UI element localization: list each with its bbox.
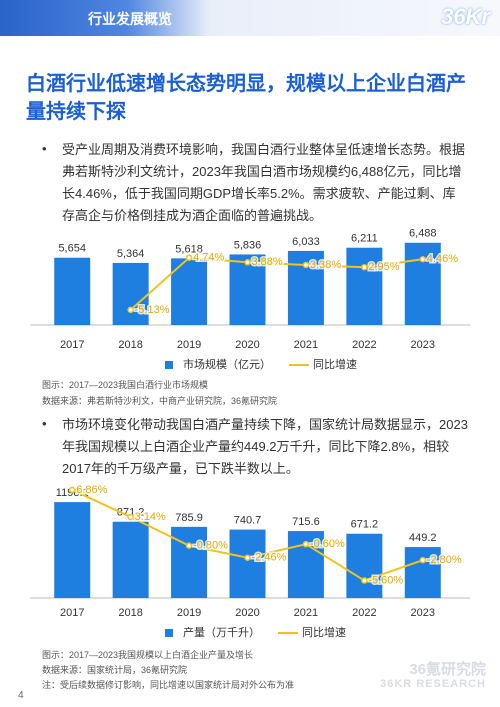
bar-label: 671.2: [351, 519, 379, 531]
line-point: [361, 577, 368, 584]
watermark-english: 36KR RESEARCH: [380, 678, 486, 690]
x-tick-label: 2023: [411, 607, 435, 619]
line-label: -0.80%: [193, 540, 228, 552]
legend-label: 市场规模（亿元）: [183, 357, 271, 371]
watermark-name: 36氪研究院: [409, 661, 486, 678]
line-label: 3.88%: [252, 256, 283, 268]
chart: 20172018201920202021202220231198.1871.27…: [30, 482, 470, 639]
paragraph: 受产业周期及消费环境影响，我国白酒行业整体呈低速增长态势。根据弗若斯特沙利文统计…: [62, 142, 466, 223]
bar-label: 5,836: [234, 239, 262, 251]
x-tick-label: 2021: [294, 339, 318, 351]
bar: [404, 547, 441, 598]
x-tick-label: 2023: [411, 339, 435, 351]
section-title: 行业发展概览: [88, 11, 172, 27]
line-point: [244, 554, 251, 561]
line-point: [302, 261, 310, 269]
bar: [229, 254, 266, 325]
line-point: [419, 556, 427, 564]
chart-source: 数据来源：弗若斯特沙利文，中商产业研究院，36氪研究院: [42, 396, 278, 406]
line-point: [419, 255, 427, 263]
line-label: -2.80%: [427, 554, 462, 566]
bar: [171, 526, 208, 598]
line-point: [361, 263, 368, 271]
bar-label: 6,033: [292, 236, 320, 248]
line-point: [185, 254, 193, 262]
page-number: 4: [18, 690, 24, 701]
line-label: 3.14%: [135, 511, 166, 523]
bar-label: 6,211: [351, 233, 378, 245]
line-point: [185, 542, 193, 549]
line-label: 2.95%: [368, 261, 399, 273]
x-tick-label: 2022: [352, 607, 376, 619]
line-label: 4.74%: [193, 252, 224, 264]
line-label: 6.86%: [76, 484, 107, 496]
bullet: •: [42, 416, 47, 431]
page-title: 白酒行业低速增长态势明显，规模以上企业白酒产量持续下探: [26, 73, 466, 123]
legend-label: 同比增速: [302, 625, 346, 639]
line-label: 3.38%: [310, 259, 341, 271]
bar-label: 715.6: [292, 516, 320, 528]
legend-swatch: [165, 361, 173, 369]
bar: [346, 247, 383, 325]
x-tick-label: 2017: [60, 339, 84, 351]
bar-label: 871.2: [117, 507, 145, 519]
bar: [54, 257, 91, 325]
bar-label: 5,618: [175, 243, 203, 255]
x-tick-label: 2021: [294, 607, 318, 619]
header-accent: [0, 0, 210, 36]
x-tick-label: 2019: [177, 339, 201, 351]
watermark: 36氪研究院 36KR RESEARCH: [380, 662, 486, 692]
chart-note: 注：受后续数据修订影响，同比增速以国家统计局对外公布为准: [42, 680, 295, 690]
bar: [229, 529, 266, 598]
line-label: -0.60%: [310, 538, 345, 550]
bar-label: 5,654: [58, 243, 86, 255]
chart-source: 数据来源：国家统计局，36氪研究院: [42, 665, 188, 675]
x-tick-label: 2018: [118, 339, 142, 351]
bar: [112, 521, 149, 598]
bar-label: 740.7: [234, 514, 262, 526]
chart: 2017 2018 2019 2020 2021 2022 2023 5,654 5,364 5,…: [30, 228, 470, 371]
legend-swatch: [165, 629, 173, 637]
x-tick-label: 2018: [118, 607, 142, 619]
line-label: 4.46%: [427, 253, 458, 265]
line-label: -5.60%: [368, 574, 403, 586]
x-tick-label: 2020: [235, 607, 259, 619]
line-point: [68, 486, 76, 494]
bar-label: 5,364: [117, 248, 145, 260]
chart-caption: 图示：2017—2023我国规模以上白酒企业产量及增长: [42, 650, 254, 660]
legend-label: 同比增速: [313, 357, 357, 371]
x-tick-label: 2022: [352, 339, 376, 351]
x-tick-label: 2020: [235, 339, 259, 351]
bullet: •: [42, 141, 47, 156]
line: [129, 256, 423, 311]
paragraph: 市场环境变化带动我国白酒产量持续下降，国家统计局数据显示，2023年我国规模以上…: [62, 417, 468, 476]
x-tick-label: 2017: [60, 607, 84, 619]
logo: 36Kr: [441, 4, 490, 29]
chart-caption: 图示：2017—2023我国白酒行业市场规模: [42, 380, 209, 390]
line-label: -5.13%: [135, 304, 170, 316]
line-point: [244, 259, 251, 266]
bar: [54, 502, 91, 598]
legend-label: 产量（万千升）: [183, 625, 260, 639]
bar-label: 785.9: [175, 512, 203, 524]
bar-label: 449.2: [409, 532, 437, 544]
line-label: -2.46%: [252, 552, 287, 564]
line-point: [302, 540, 310, 548]
bar: [346, 533, 383, 598]
bar-label: 6,488: [409, 228, 437, 240]
x-tick-label: 2019: [177, 607, 201, 619]
line-point: [127, 513, 134, 521]
bar: [112, 262, 149, 325]
line-point: [127, 306, 134, 314]
